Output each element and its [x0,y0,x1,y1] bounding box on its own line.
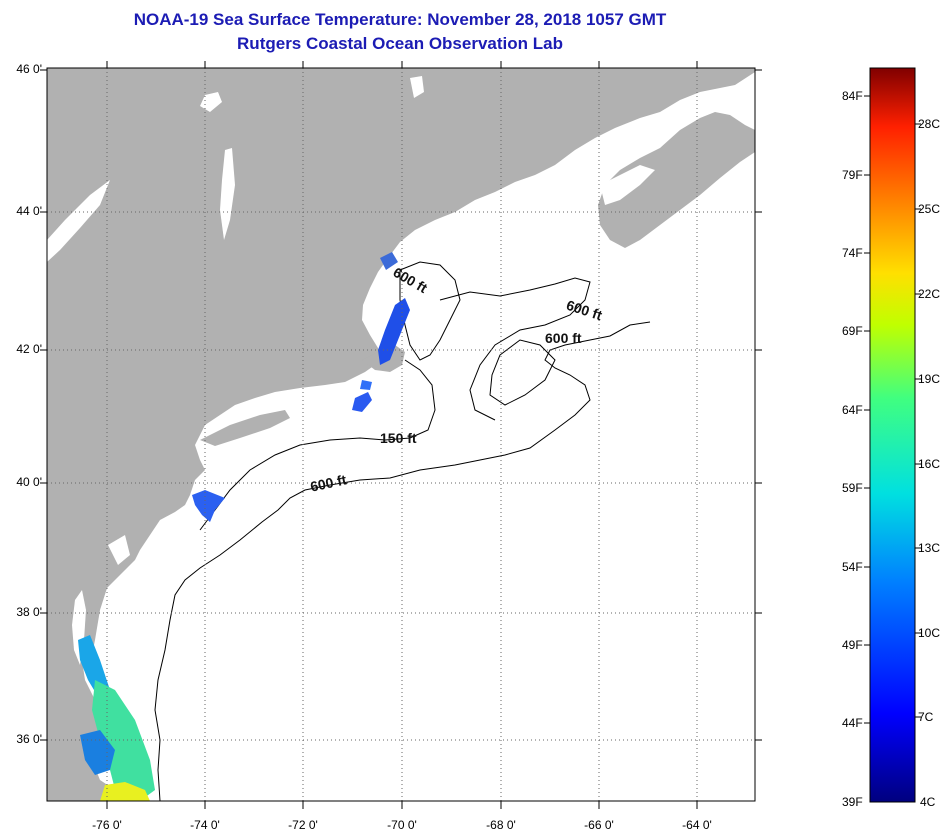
lon-label-70: -70 0' [387,818,417,832]
contour-label-150ft: 150 ft [380,430,417,446]
map-frame [46,67,756,802]
lat-label-40: 40 0' [16,475,42,489]
colorbar-label-c: 22C [918,287,941,301]
colorbar-ticks [864,95,921,724]
contour-gulf-maine-line [439,277,591,421]
long-island-land [200,410,290,446]
lat-label-46: 46 0' [16,62,42,76]
mainland-land [47,68,755,801]
colorbar-label-f: 59F [842,481,863,495]
colorbar-label-f: 64F [842,403,863,417]
colorbar-label-f: 49F [842,638,863,652]
lake [410,76,424,98]
map-title: NOAA-19 Sea Surface Temperature: Novembe… [133,10,667,29]
sst-patch-cape-cod [352,392,372,412]
nova-scotia-land [598,112,755,248]
colorbar-label-f: 44F [842,716,863,730]
lon-label-74: -74 0' [190,818,220,832]
sst-patch-gulf-maine [378,298,410,365]
lon-label-72: -72 0' [288,818,318,832]
colorbar-label-c: 7C [918,710,934,724]
colorbar-label-c: 10C [918,626,941,640]
bay-of-fundy [600,165,655,205]
colorbar-label-f: 39F [842,795,863,809]
colorbar-label-c: 16C [918,457,941,471]
lon-label-66: -66 0' [584,818,614,832]
colorbar-label-f: 84F [842,89,863,103]
colorbar-label-c: 25C [918,202,941,216]
colorbar-label-c: 28C [918,117,941,131]
lon-label-68: -68 0' [486,818,516,832]
sst-patch-maine-coast [380,252,398,270]
axis-ticks [40,61,762,809]
lake-champlain [220,148,235,240]
colorbar-label-c: 13C [918,541,941,555]
contour-inner-line [399,261,461,361]
lat-label-44: 44 0' [16,204,42,218]
lat-label-36: 36 0' [16,732,42,746]
contour-150ft-line [199,359,436,531]
colorbar-label-c: 19C [918,372,941,386]
colorbar-label-f: 79F [842,168,863,182]
colorbar-label-f: 69F [842,324,863,338]
lake-ontario [47,180,110,262]
colorbar-label-f: 54F [842,560,863,574]
lat-label-42: 42 0' [16,342,42,356]
contour-georges-line [489,339,556,406]
sst-patch-nantucket [360,380,372,390]
sst-patch-nc-sound [80,730,115,775]
lon-label-64: -64 0' [682,818,712,832]
contour-label-600ft: 600 ft [545,330,582,346]
colorbar [869,67,916,803]
delaware-bay [108,535,130,565]
contour-600ft-line [154,321,651,801]
sst-patch-nc-warm [100,782,150,801]
sst-patch-nj-shelf [192,490,225,522]
lon-label-76: -76 0' [92,818,122,832]
map-subtitle: Rutgers Coastal Ocean Observation Lab [237,34,563,53]
lat-label-38: 38 0' [16,605,42,619]
colorbar-label-f: 74F [842,246,863,260]
colorbar-label-c: 4C [920,795,936,809]
